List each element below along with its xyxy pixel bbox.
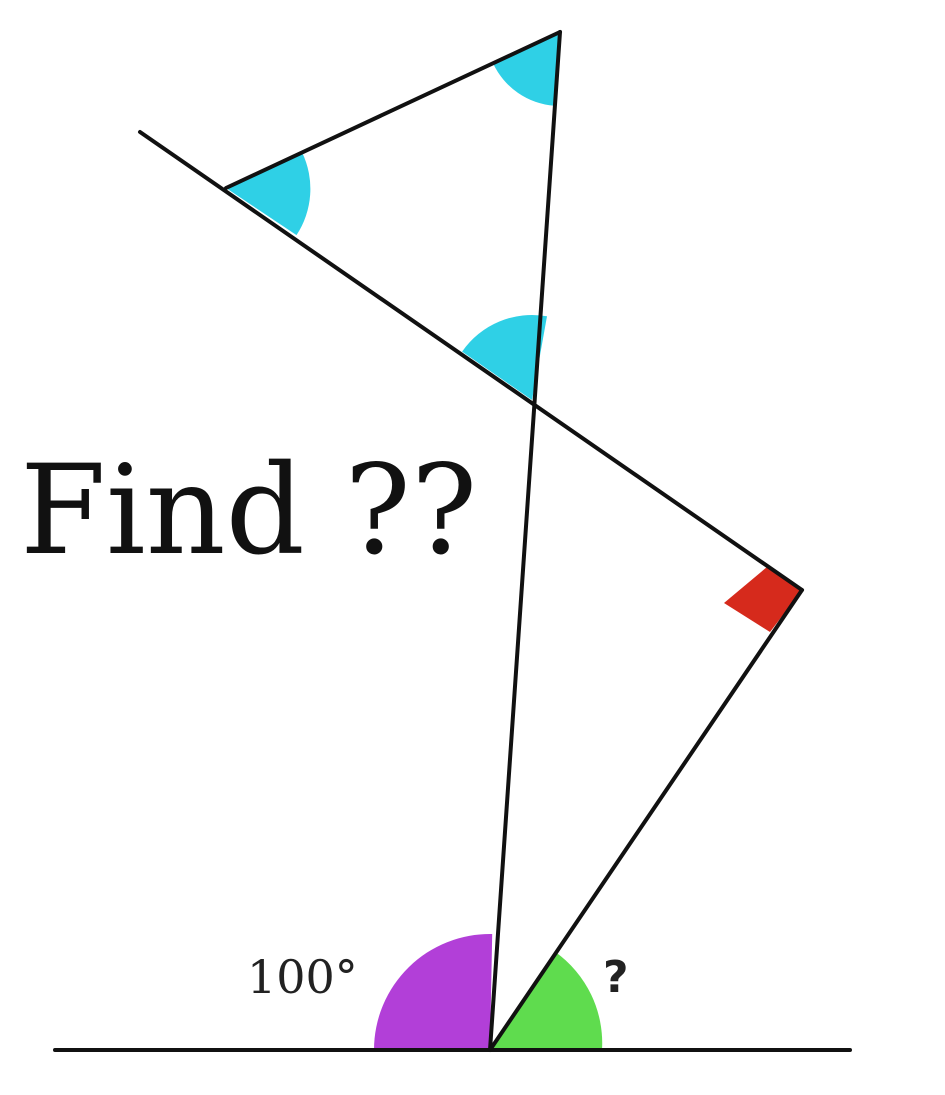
find-title: Find ?? xyxy=(20,439,477,583)
triangle-left-angle-mark xyxy=(226,152,311,236)
near-vertical-line xyxy=(488,30,562,1052)
given-angle-label: 100° xyxy=(247,950,358,1004)
triangle-bottom-angle-mark xyxy=(462,314,547,400)
right-angle-mark xyxy=(724,567,802,632)
long-diagonal-line xyxy=(138,130,804,592)
unknown-angle-mark xyxy=(490,951,603,1050)
triangle-top-edge xyxy=(224,30,562,190)
unknown-angle-label: ? xyxy=(603,952,629,1003)
slanted-line xyxy=(488,588,804,1052)
given-angle-mark xyxy=(374,933,493,1050)
triangle-top-angle-mark xyxy=(493,32,560,106)
